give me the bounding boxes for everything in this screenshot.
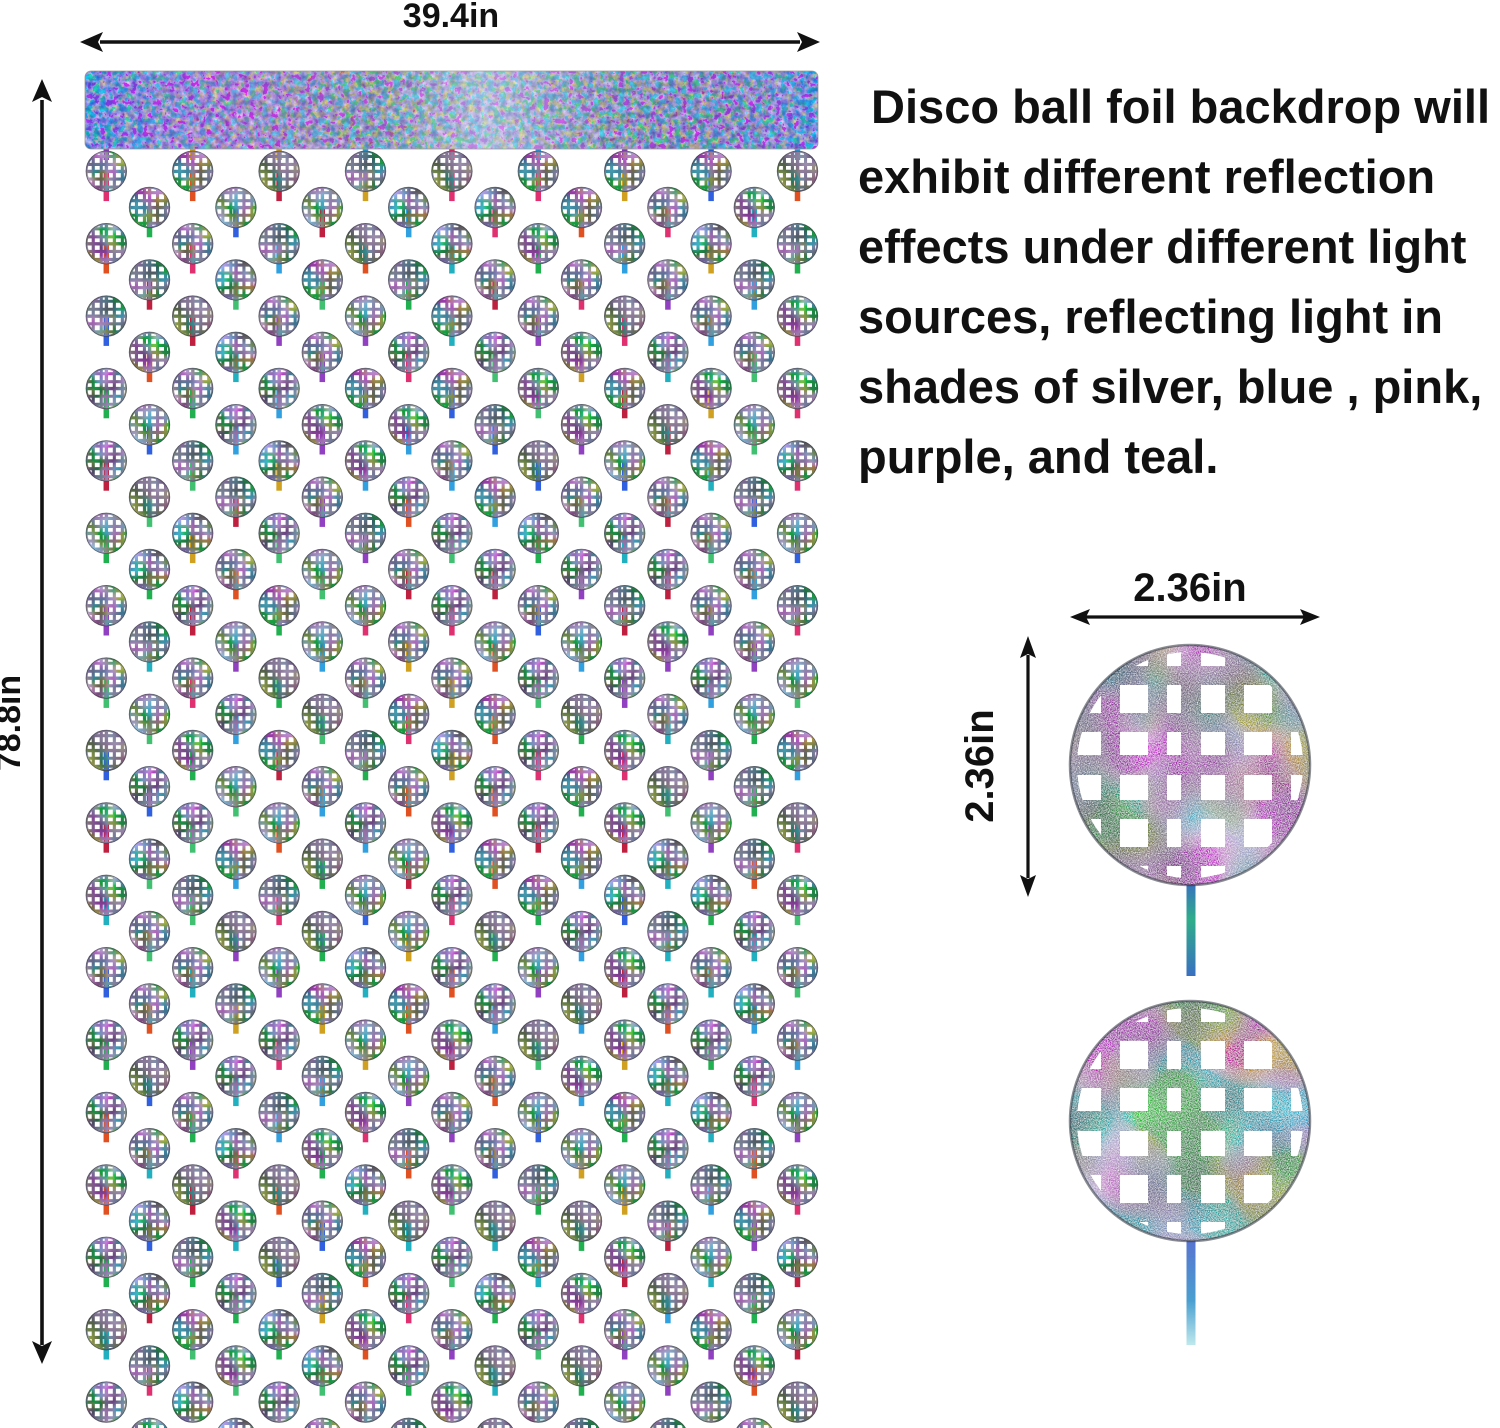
svg-text:exhibit different reflection: exhibit different reflection xyxy=(858,150,1435,203)
svg-text:78.8in: 78.8in xyxy=(0,675,28,771)
svg-text:2.36in: 2.36in xyxy=(958,709,1002,822)
svg-text:2.36in: 2.36in xyxy=(1133,566,1246,610)
svg-text:Disco ball foil backdrop will: Disco ball foil backdrop will xyxy=(858,80,1490,133)
svg-text:sources, reflecting light in: sources, reflecting light in xyxy=(858,290,1443,343)
svg-text:effects under different light: effects under different light xyxy=(858,220,1467,273)
svg-text:purple, and teal.: purple, and teal. xyxy=(858,430,1218,483)
svg-text:shades of silver, blue , pink,: shades of silver, blue , pink, xyxy=(858,360,1482,413)
svg-text:39.4in: 39.4in xyxy=(403,0,499,35)
